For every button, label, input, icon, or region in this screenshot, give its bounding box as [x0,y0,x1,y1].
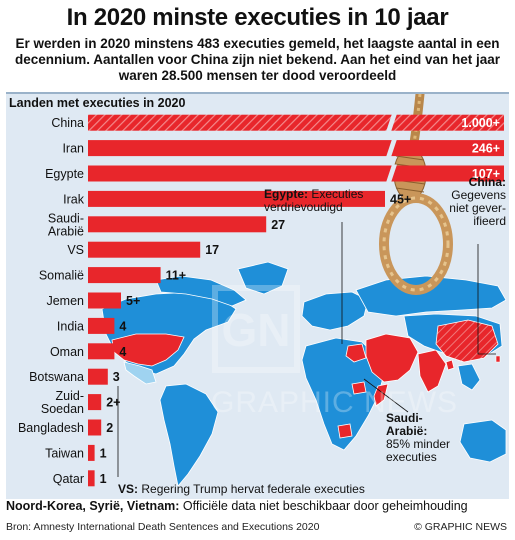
egypt-annotation: Egypte: Executies verdrievoudigd [264,188,374,214]
category-label-zuid--soedan: Zuid-Soedan [41,389,84,416]
footnote: Noord-Korea, Syrië, Vietnam: Officiële d… [6,499,509,513]
bar-bangladesh [88,419,102,436]
footnote-bold: Noord-Korea, Syrië, Vietnam: [6,499,180,513]
category-label-india: India [57,319,84,333]
footnote-text: Officiële data niet beschikbaar door geh… [182,499,468,513]
map-usa [111,333,185,367]
map-south-sudan [351,381,367,395]
category-label-china: China [51,116,84,130]
egypt-annotation-bold: Egypte: [264,187,309,201]
category-label-somali: Somalië [39,269,84,283]
map-india [417,349,447,393]
map-china [435,319,499,363]
map-egypt [345,343,367,363]
value-label-taiwan: 1 [100,446,107,460]
bar-taiwan [88,444,95,461]
map-middle-east [365,333,419,383]
axis-break-iran [386,139,397,158]
bar-iran [88,140,504,157]
saudi-annotation-bold: Saudi-Arabië: [386,411,428,438]
category-label-irak: Irak [63,192,85,206]
map-australia [459,419,507,463]
bar-irak [88,190,385,207]
value-label-egypte: 107+ [472,167,500,181]
saudi-annotation: Saudi-Arabië: 85% minder executies [386,412,458,464]
category-label-bangladesh: Bangladesh [18,421,84,435]
chart-svg: China 1.000+Iran 246+Egypte 107+Irak 45+Saud… [18,94,507,487]
china-annotation-text: Gegevens niet gever-ifieerd [449,188,506,228]
category-label-egypte: Egypte [45,167,84,181]
category-label-qatar: Qatar [53,472,84,486]
source-text: Bron: Amnesty International Death Senten… [6,521,320,533]
axis-break-egypte [386,164,397,183]
egypt-annotation-text: Executies verdrievoudigd [264,187,364,214]
bar-egypte [88,165,504,182]
value-label-zuid--soedan: 2+ [106,396,120,410]
bar-vs [88,241,201,258]
value-label-qatar: 1 [100,472,107,486]
value-label-china: 1.000+ [461,116,500,130]
value-label-iran: 246+ [472,142,500,156]
bars-group: China 1.000+Iran 246+Egypte 107+Irak 45+Saud… [18,113,504,487]
axis-break-china [386,113,397,132]
bar-saudi--arabi [88,216,267,233]
value-label-jemen: 5+ [126,294,140,308]
bar-somali [88,267,161,284]
category-label-oman: Oman [50,345,84,359]
bar-jemen [88,292,121,309]
bar-botswana [88,368,108,385]
value-label-india: 4 [119,319,126,333]
map-canada [155,275,247,307]
map-bangladesh [445,359,455,371]
vs-annotation-bold: VS: [118,482,139,496]
china-annotation: China: Gegevens niet gever-ifieerd [446,176,506,228]
vs-annotation-text: Regering Trump hervat federale executies [141,482,365,496]
value-label-saudi--arabi: 27 [271,218,285,232]
map-russia [355,275,507,317]
category-label-vs: VS [67,243,84,257]
vs-annotation: VS: Regering Trump hervat federale execu… [118,483,448,496]
bar-china [88,114,504,131]
map-greenland [237,261,289,295]
value-label-irak: 45+ [390,192,411,206]
map-mexico [123,361,157,385]
chart-title: Landen met executies in 2020 [9,96,186,110]
value-label-bangladesh: 2 [106,421,113,435]
page-subtitle: Er werden in 2020 minstens 483 executies… [14,36,501,83]
saudi-annotation-text: 85% minder executies [386,437,451,464]
value-label-somali: 11+ [166,269,187,283]
annotation-leaders [117,222,496,477]
value-label-botswana: 3 [113,370,120,384]
brand-text: © GRAPHIC NEWS [414,521,507,533]
map-taiwan [495,355,501,363]
bar-oman [88,343,115,360]
map-se-asia [457,363,481,391]
map-south-america [159,383,219,487]
bar-india [88,317,115,334]
bar-qatar [88,470,95,487]
category-label-saudi--arabi: Saudi-Arabië [48,211,84,238]
value-label-oman: 4 [119,345,126,359]
map-europe [301,291,369,331]
category-label-jemen: Jemen [46,294,84,308]
category-label-taiwan: Taiwan [45,446,84,460]
value-label-vs: 17 [205,243,219,257]
map-botswana [337,423,353,439]
world-map [101,261,507,487]
chart-panel: China 1.000+ Iran 246+ Egypte 107+ Irak 45+ Saud… [6,92,509,499]
category-label-botswana: Botswana [29,370,84,384]
china-annotation-bold: China: [468,175,506,189]
page-title: In 2020 minste executies in 10 jaar [66,4,449,31]
bar-zuid--soedan [88,394,102,411]
category-label-iran: Iran [62,142,84,156]
